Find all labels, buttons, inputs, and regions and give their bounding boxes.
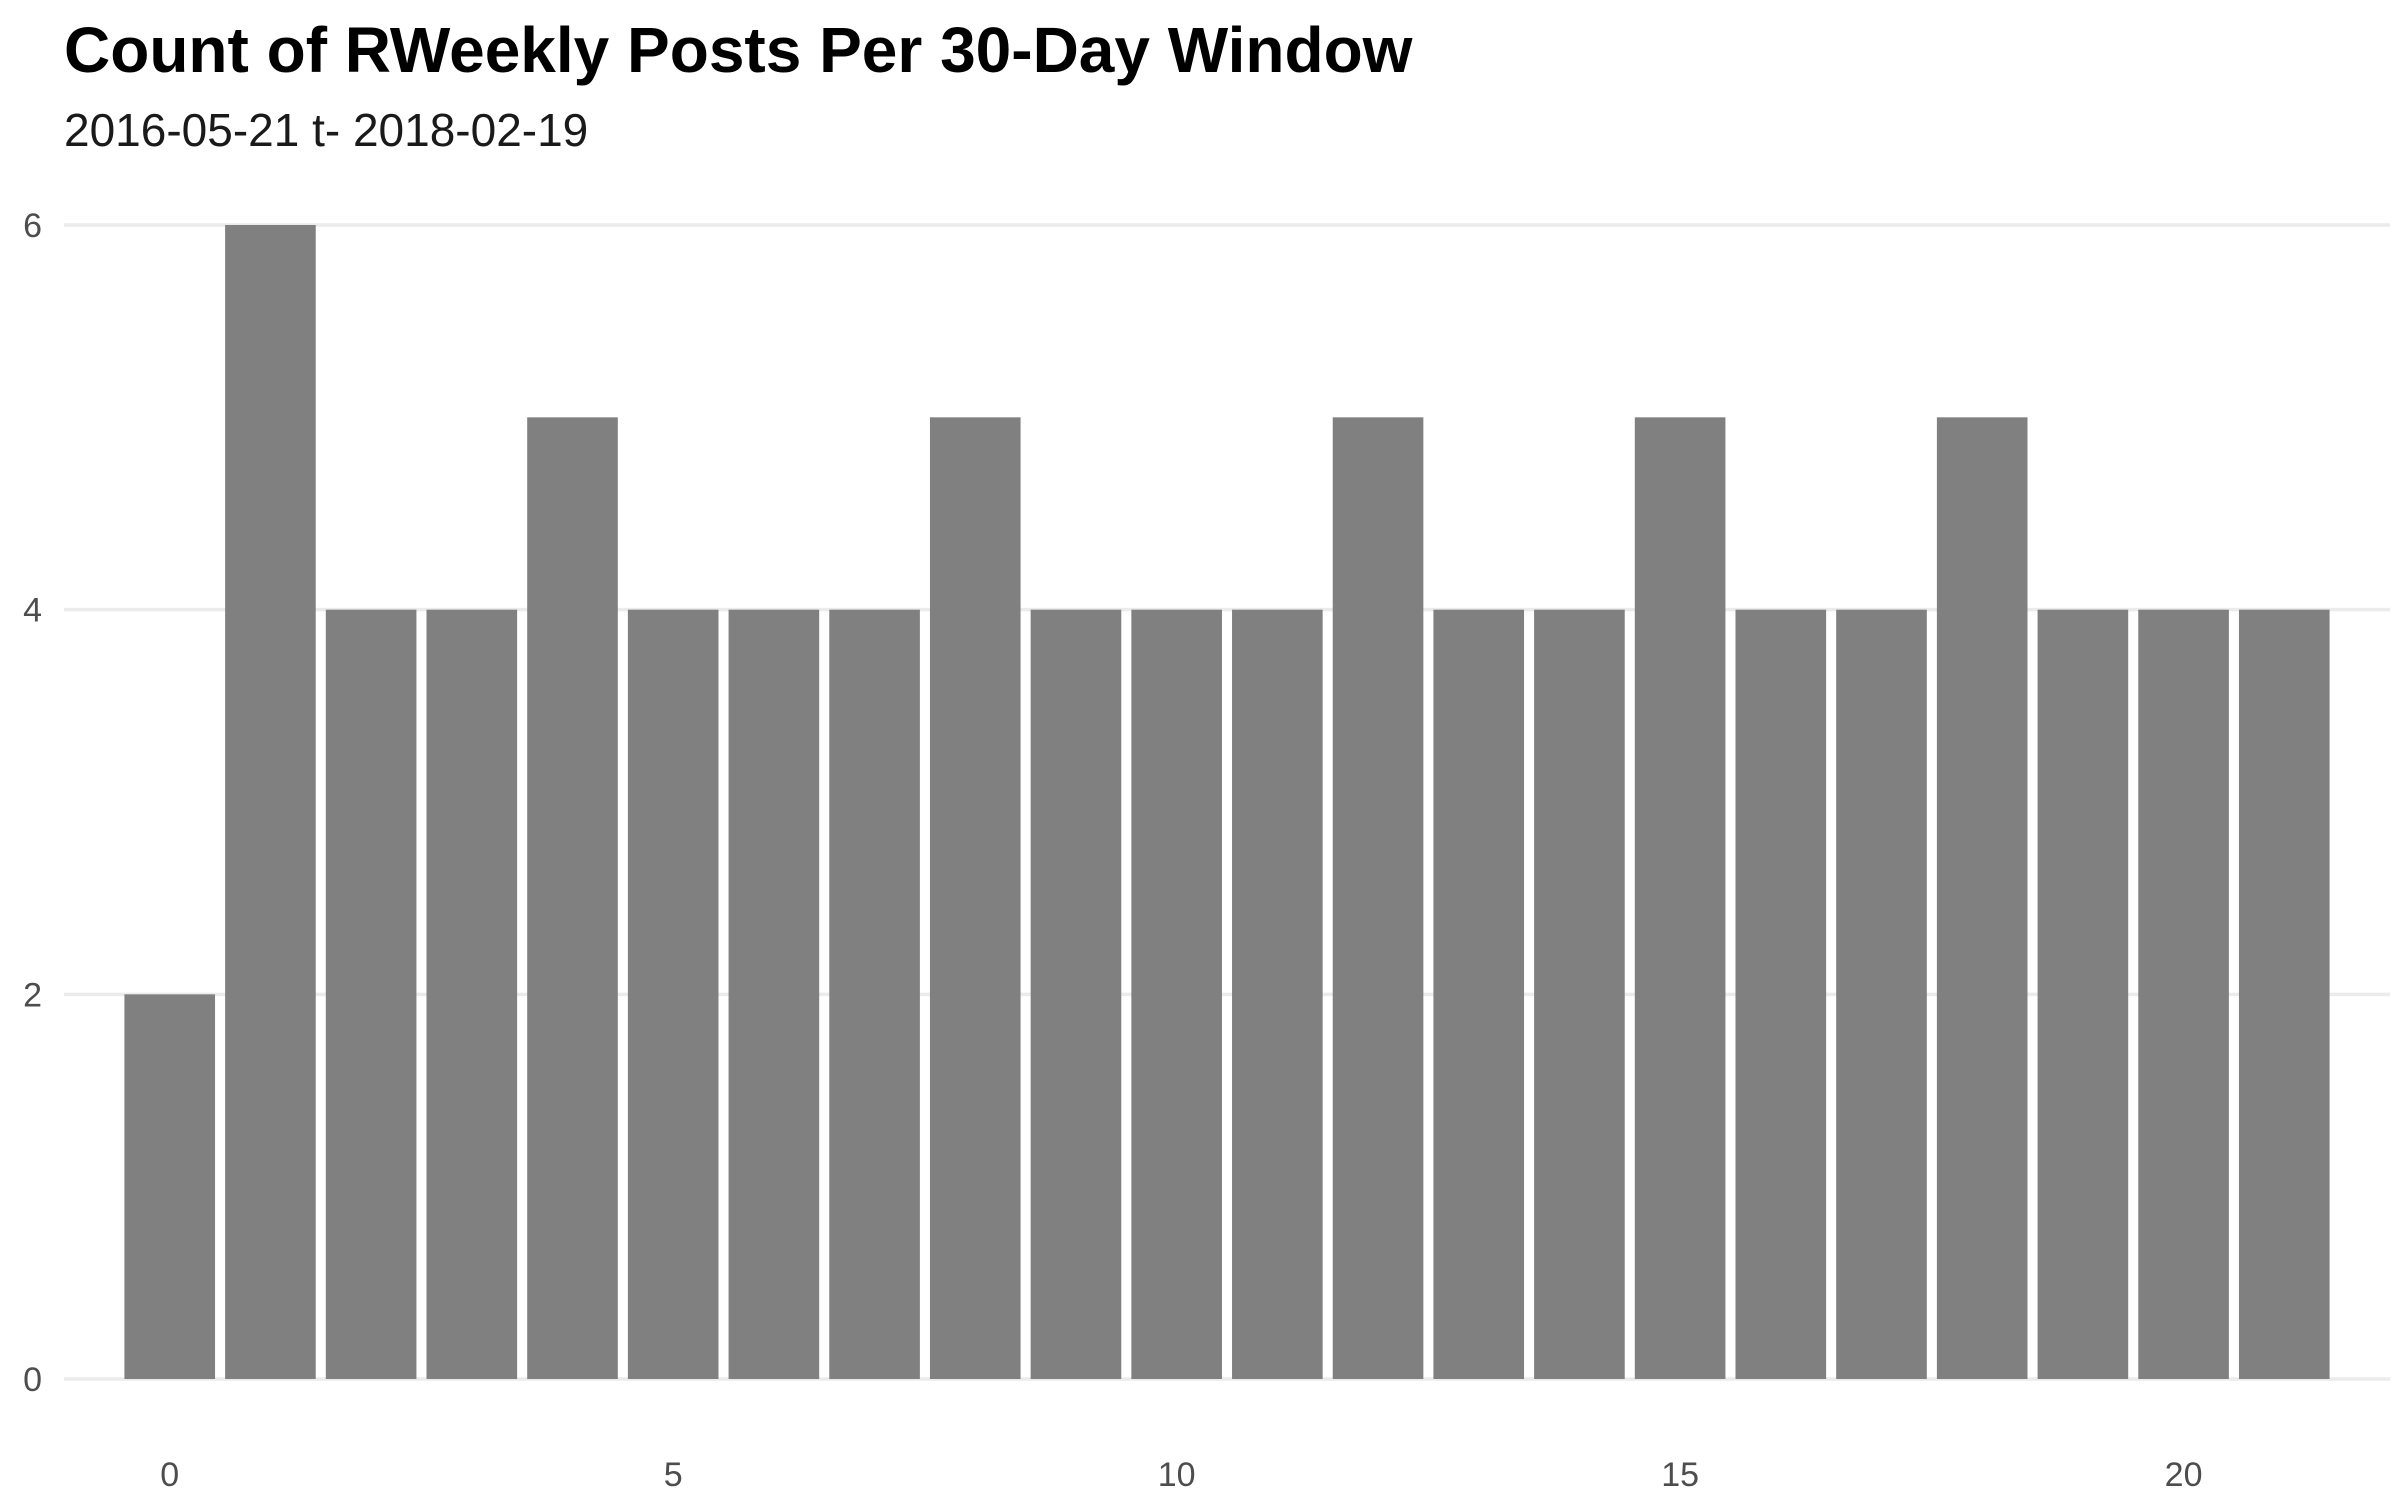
y-tick-label-4: 4 [23,592,42,630]
y-axis-ticks: 0 2 4 6 [23,207,42,1399]
y-tick-label-0: 0 [23,1361,42,1399]
bar-8 [929,417,1021,1379]
x-axis-ticks: 0 5 10 15 20 [160,1456,2202,1494]
bar-9 [1030,609,1122,1379]
bar-15 [1634,417,1726,1379]
x-tick-label-15: 15 [1661,1456,1699,1494]
bar-11 [1232,609,1323,1379]
bar-0 [124,994,216,1379]
y-tick-label-2: 2 [23,976,42,1014]
bar-5 [627,609,719,1379]
bar-3 [426,609,518,1379]
bar-12 [1332,417,1424,1379]
chart-subtitle: 2016-05-21 t- 2018-02-19 [64,104,588,156]
x-tick-label-0: 0 [160,1456,179,1494]
y-tick-label-6: 6 [23,207,42,245]
bar-14 [1534,609,1625,1379]
bar-2 [325,609,417,1379]
bar-18 [1936,417,2028,1379]
bars [124,225,2330,1379]
chart-title: Count of RWeekly Posts Per 30-Day Window [64,14,1413,86]
bar-21 [2238,609,2330,1379]
bar-17 [1836,609,1927,1379]
x-tick-label-10: 10 [1158,1456,1196,1494]
bar-13 [1433,609,1525,1379]
x-tick-label-5: 5 [664,1456,683,1494]
bar-10 [1131,609,1222,1379]
bar-1 [225,225,316,1379]
bar-7 [829,609,920,1379]
bar-6 [728,609,820,1379]
bar-16 [1735,609,1827,1379]
bar-20 [2138,609,2229,1379]
bar-4 [527,417,618,1379]
bar-19 [2037,609,2129,1379]
x-tick-label-20: 20 [2165,1456,2203,1494]
